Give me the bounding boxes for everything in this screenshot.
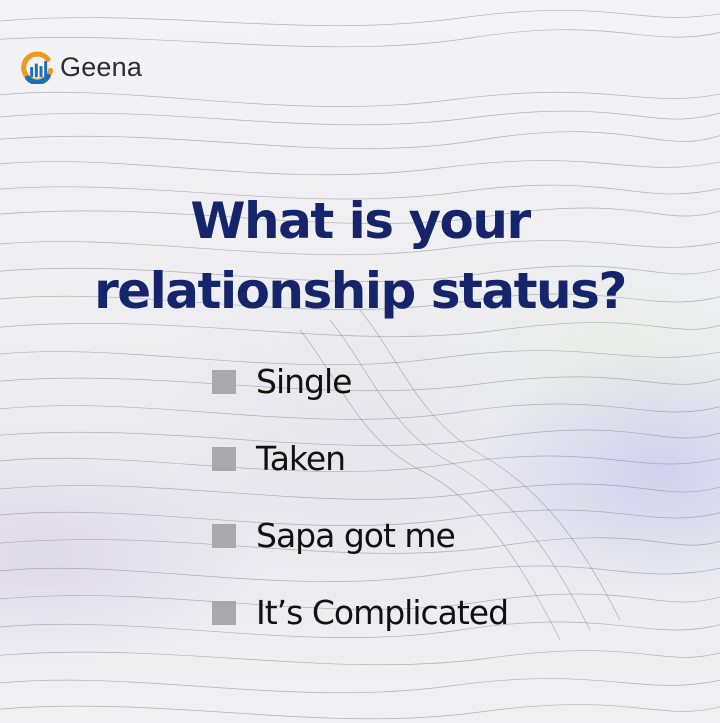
brand-logo: Geena bbox=[20, 48, 142, 86]
answer-options-list: Single Taken Sapa got me It’s Complicate… bbox=[212, 356, 632, 664]
option-single[interactable]: Single bbox=[212, 356, 632, 407]
question-headline: What is your relationship status? bbox=[0, 186, 720, 326]
option-sapa-got-me[interactable]: Sapa got me bbox=[212, 510, 632, 561]
checkbox-icon[interactable] bbox=[212, 600, 236, 625]
geena-logo-icon bbox=[21, 51, 54, 84]
option-label: Taken bbox=[256, 439, 346, 478]
option-label: Single bbox=[256, 362, 352, 401]
option-label: It’s Complicated bbox=[256, 593, 509, 632]
checkbox-icon[interactable] bbox=[212, 523, 236, 548]
option-taken[interactable]: Taken bbox=[212, 433, 632, 484]
question-line-1: What is your bbox=[190, 192, 531, 250]
checkbox-icon[interactable] bbox=[212, 369, 236, 394]
question-line-2: relationship status? bbox=[94, 262, 627, 320]
option-label: Sapa got me bbox=[256, 516, 456, 555]
option-its-complicated[interactable]: It’s Complicated bbox=[212, 587, 632, 638]
brand-name: Geena bbox=[60, 51, 143, 82]
checkbox-icon[interactable] bbox=[212, 446, 236, 471]
